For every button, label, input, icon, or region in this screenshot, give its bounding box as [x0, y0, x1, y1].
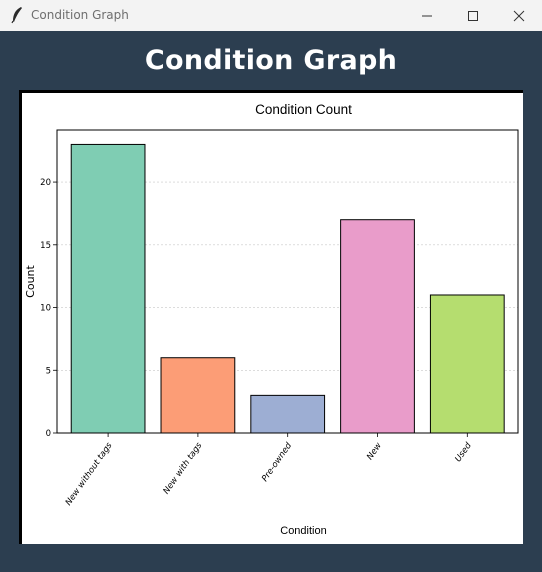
- y-tick-label: 0: [46, 429, 51, 439]
- x-tick-label: Used: [453, 440, 474, 464]
- y-tick-label: 20: [40, 178, 51, 188]
- x-tick-label: Pre-owned: [260, 440, 294, 483]
- close-button[interactable]: [496, 0, 542, 31]
- y-tick-label: 10: [40, 304, 51, 314]
- maximize-icon: [468, 10, 478, 21]
- title-bar: Condition Graph: [0, 0, 542, 31]
- minimize-button[interactable]: [404, 0, 450, 31]
- bar-used: [429, 294, 505, 434]
- y-tick-label: 5: [46, 366, 51, 376]
- chart-frame: New without tags New with tags Pre-owned Ne…: [19, 90, 523, 544]
- close-icon: [513, 10, 525, 21]
- maximize-button[interactable]: [450, 0, 496, 31]
- minimize-icon: [422, 15, 432, 16]
- y-tick-label: 15: [40, 241, 51, 251]
- app-client-area: Condition Graph New without tags New with…: [0, 31, 542, 572]
- chart-title: Condition Count: [255, 102, 352, 117]
- x-axis-label: Condition: [280, 525, 326, 537]
- bar-new-without-tags: [70, 143, 146, 434]
- x-tick-label: New with tags: [162, 441, 205, 497]
- feather-icon: [11, 7, 22, 24]
- bar-new-with-tags: [160, 357, 236, 434]
- bar-pre-owned: [250, 394, 326, 434]
- bar-new: [340, 219, 415, 434]
- x-tick-label: New: [365, 441, 384, 462]
- page-title: Condition Graph: [144, 45, 398, 76]
- condition-bar-chart: New without tags New with tags Pre-owned Ne…: [24, 102, 519, 537]
- y-axis-label: Count: [24, 264, 37, 297]
- window-title: Condition Graph: [31, 8, 129, 22]
- plot-area-border: [56, 129, 519, 434]
- x-tick-label: New without tags: [64, 441, 115, 508]
